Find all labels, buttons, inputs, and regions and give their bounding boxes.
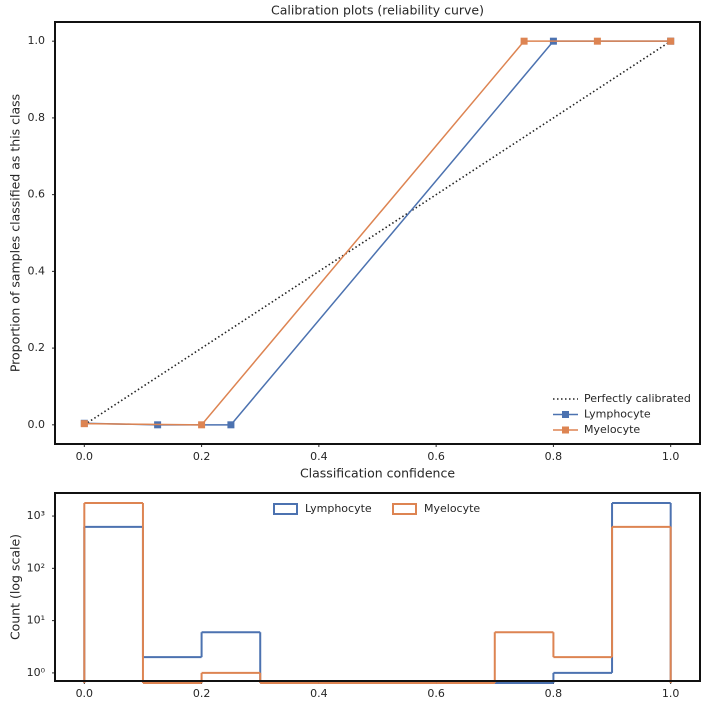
x-tick-label: 1.0 xyxy=(662,687,680,700)
y-tick-label: 0.0 xyxy=(28,418,46,431)
legend-swatch xyxy=(273,503,298,515)
x-tick-label: 1.0 xyxy=(662,450,680,463)
x-tick-label: 0.4 xyxy=(310,687,328,700)
legend-marker xyxy=(562,426,569,434)
legend-marker xyxy=(562,411,569,418)
legend-label: Myelocyte xyxy=(424,502,480,515)
axes-frame xyxy=(54,492,701,682)
legend-label: Myelocyte xyxy=(584,423,640,436)
x-tick-label: 0.2 xyxy=(193,687,211,700)
marker xyxy=(227,421,235,429)
legend-label: Lymphocyte xyxy=(584,408,651,421)
y-tick-label: 1.0 xyxy=(28,34,46,47)
y-tick-label: 10⁰ xyxy=(27,666,46,679)
x-tick-label: 0.0 xyxy=(76,450,94,463)
axes-frame xyxy=(54,21,701,445)
x-tick-label: 0.8 xyxy=(545,687,563,700)
legend-swatch xyxy=(392,503,417,515)
x-tick-label: 0.6 xyxy=(427,450,445,463)
legend-label: Lymphocyte xyxy=(305,502,372,515)
x-axis-label: Classification confidence xyxy=(300,466,455,481)
x-tick-label: 0.4 xyxy=(310,450,328,463)
y-axis-label: Proportion of samples classified as this… xyxy=(8,94,23,372)
x-tick-label: 0.6 xyxy=(427,687,445,700)
legend-label: Perfectly calibrated xyxy=(584,392,691,405)
marker xyxy=(520,37,528,45)
y-tick-label: 10² xyxy=(27,561,45,574)
y-tick-label: 0.8 xyxy=(28,111,46,124)
chart-title: Calibration plots (reliability curve) xyxy=(271,3,484,18)
y-tick-label: 0.2 xyxy=(28,341,46,354)
y-tick-label: 0.6 xyxy=(28,188,46,201)
x-tick-label: 0.2 xyxy=(193,450,211,463)
y-tick-label: 10¹ xyxy=(27,614,45,627)
series-line xyxy=(83,40,672,426)
marker xyxy=(80,420,88,428)
marker xyxy=(667,37,675,45)
x-tick-label: 0.8 xyxy=(545,450,563,463)
y-tick-label: 10³ xyxy=(27,509,45,522)
y-tick-label: 0.4 xyxy=(28,264,46,277)
marker xyxy=(198,421,206,429)
marker xyxy=(593,37,601,45)
x-tick-label: 0.0 xyxy=(76,687,94,700)
y-axis-label: Count (log scale) xyxy=(8,534,23,640)
